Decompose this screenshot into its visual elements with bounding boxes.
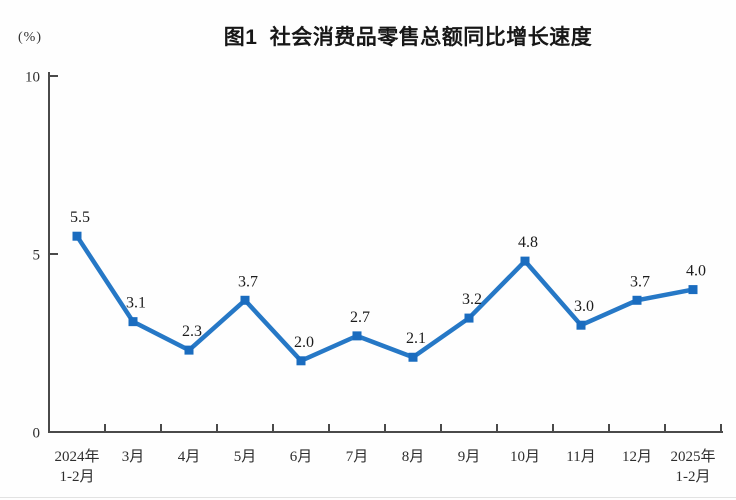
data-point	[576, 320, 586, 330]
data-point	[632, 295, 642, 305]
data-point	[408, 352, 418, 362]
data-point	[352, 331, 362, 341]
value-label: 3.0	[574, 298, 594, 315]
value-label: 2.3	[182, 323, 202, 340]
x-tick-label: 3月	[122, 449, 145, 465]
x-tick-label: 10月	[510, 449, 540, 465]
data-point	[520, 256, 530, 266]
data-point	[184, 345, 194, 355]
y-tick-label: 10	[25, 70, 40, 86]
y-tick-label: 5	[33, 248, 41, 264]
data-point	[688, 285, 698, 295]
data-point	[128, 317, 138, 327]
value-label: 2.0	[294, 334, 314, 351]
x-tick-label: 12月	[622, 449, 652, 465]
x-tick-label: 5月	[234, 449, 257, 465]
value-label: 3.2	[462, 291, 482, 308]
value-label: 3.7	[238, 273, 258, 290]
x-tick-label: 8月	[402, 449, 425, 465]
y-tick-label: 0	[33, 426, 41, 442]
value-label: 4.8	[518, 234, 538, 251]
bottom-divider	[0, 497, 736, 498]
value-label: 3.7	[630, 273, 650, 290]
data-point	[464, 313, 474, 323]
x-tick-label: 7月	[346, 449, 369, 465]
x-tick-label: 4月	[178, 449, 201, 465]
value-label: 2.7	[350, 309, 370, 326]
value-label: 4.0	[686, 263, 706, 280]
x-tick-label: 2024年	[54, 448, 99, 465]
value-label: 3.1	[126, 295, 146, 312]
data-point	[72, 231, 82, 241]
data-line	[75, 234, 694, 364]
x-tick-label: 11月	[566, 449, 595, 465]
axes	[48, 72, 723, 433]
x-tick-label: 6月	[290, 449, 313, 465]
x-tick-label: 9月	[458, 449, 481, 465]
x-tick-label: 1-2月	[60, 469, 95, 485]
chart-title: 图1 社会消费品零售总额同比增长速度	[223, 26, 593, 49]
data-point	[240, 295, 250, 305]
x-tick-label: 1-2月	[676, 469, 711, 485]
x-tick-label: 2025年	[670, 448, 715, 465]
value-label: 2.1	[406, 330, 426, 347]
value-label: 5.5	[70, 209, 90, 226]
data-point	[296, 356, 306, 366]
y-axis-unit-label: (%)	[18, 30, 42, 45]
